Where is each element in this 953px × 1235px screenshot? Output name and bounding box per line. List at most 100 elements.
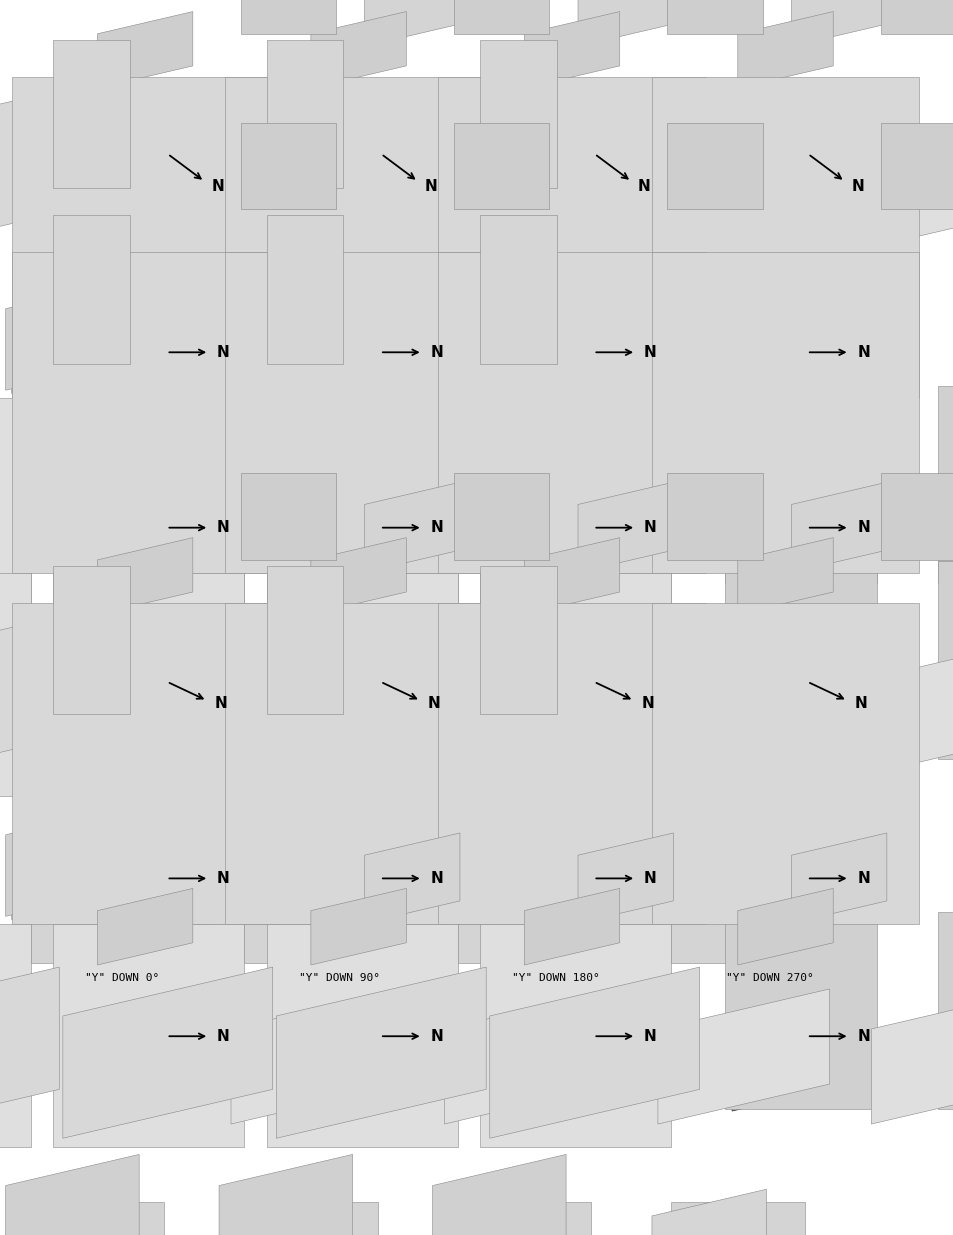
Polygon shape <box>737 888 832 965</box>
Polygon shape <box>412 829 421 940</box>
Polygon shape <box>727 195 842 232</box>
Polygon shape <box>870 638 953 773</box>
Text: "Z" DOWN 90°: "Z" DOWN 90° <box>298 622 379 632</box>
Polygon shape <box>438 1189 553 1235</box>
Bar <box>724 385 877 583</box>
Bar <box>225 77 492 398</box>
Polygon shape <box>731 1076 838 1112</box>
Text: STD 90°: STD 90° <box>298 96 346 106</box>
Text: "Y" DOWN 90°: "Y" DOWN 90° <box>298 973 379 983</box>
Text: N: N <box>424 179 436 194</box>
Bar <box>457 676 591 787</box>
Text: "X" UP 0°: "X" UP 0° <box>85 272 146 282</box>
Polygon shape <box>198 478 208 589</box>
Polygon shape <box>731 829 847 835</box>
Text: "Y" DOWN 180°: "Y" DOWN 180° <box>512 973 599 983</box>
Text: N: N <box>430 1029 442 1044</box>
Bar <box>479 215 556 363</box>
Bar <box>0 398 30 620</box>
Bar <box>479 573 670 795</box>
Polygon shape <box>838 829 847 940</box>
Text: "Y" UP 90°: "Y" UP 90° <box>298 447 366 457</box>
Text: "X" DOWN 90°: "X" DOWN 90° <box>298 798 379 808</box>
Polygon shape <box>731 309 838 414</box>
Bar <box>225 603 492 924</box>
Polygon shape <box>364 482 459 572</box>
Polygon shape <box>791 482 886 572</box>
Text: N: N <box>211 179 224 194</box>
Polygon shape <box>91 835 198 940</box>
Bar <box>670 676 803 787</box>
Text: "X" UP 180°: "X" UP 180° <box>512 272 586 282</box>
Polygon shape <box>737 537 832 614</box>
Polygon shape <box>625 303 635 414</box>
Text: "X" UP 270°: "X" UP 270° <box>725 272 800 282</box>
Text: N: N <box>430 520 442 535</box>
Polygon shape <box>11 839 126 920</box>
Polygon shape <box>444 989 616 1124</box>
Polygon shape <box>97 11 193 88</box>
Polygon shape <box>518 303 635 309</box>
Polygon shape <box>219 804 353 916</box>
Polygon shape <box>91 484 198 589</box>
Bar <box>667 473 762 559</box>
Bar <box>267 566 343 714</box>
Text: N: N <box>643 871 656 885</box>
Polygon shape <box>524 888 619 965</box>
Text: N: N <box>643 345 656 359</box>
Polygon shape <box>91 1076 198 1112</box>
Polygon shape <box>364 832 459 923</box>
Polygon shape <box>305 835 412 940</box>
Bar <box>267 215 343 363</box>
Text: N: N <box>857 871 869 885</box>
Bar <box>267 40 343 188</box>
Text: N: N <box>216 345 230 359</box>
Bar <box>225 252 492 573</box>
Bar <box>53 573 244 795</box>
Polygon shape <box>432 804 565 916</box>
Polygon shape <box>578 0 673 46</box>
Polygon shape <box>514 676 629 748</box>
Polygon shape <box>791 832 886 923</box>
Text: N: N <box>643 520 656 535</box>
Polygon shape <box>514 721 629 758</box>
Text: N: N <box>216 520 230 535</box>
Bar <box>724 911 877 1109</box>
Text: N: N <box>216 871 230 885</box>
Polygon shape <box>63 90 273 262</box>
Polygon shape <box>88 676 203 748</box>
Polygon shape <box>524 11 619 88</box>
Polygon shape <box>88 149 203 222</box>
Polygon shape <box>225 1189 339 1235</box>
Bar <box>457 851 591 962</box>
Polygon shape <box>198 829 208 940</box>
Bar <box>724 561 877 758</box>
Text: N: N <box>857 345 869 359</box>
Polygon shape <box>625 829 635 940</box>
Polygon shape <box>305 309 412 414</box>
Polygon shape <box>870 989 953 1124</box>
Polygon shape <box>91 303 208 309</box>
Text: "X" DOWN 270°: "X" DOWN 270° <box>725 798 813 808</box>
Text: N: N <box>643 1029 656 1044</box>
Text: N: N <box>430 345 442 359</box>
Text: N: N <box>638 179 650 194</box>
Text: N: N <box>854 697 866 711</box>
Bar <box>454 122 549 209</box>
Bar <box>667 0 762 33</box>
Text: "Z" DOWN 180°: "Z" DOWN 180° <box>512 622 599 632</box>
Bar <box>53 40 130 188</box>
Polygon shape <box>444 112 616 247</box>
Bar <box>244 1202 377 1235</box>
Polygon shape <box>727 149 842 222</box>
Polygon shape <box>225 839 339 920</box>
Polygon shape <box>63 967 273 1139</box>
Polygon shape <box>219 1155 353 1235</box>
Bar <box>511 385 663 583</box>
Bar <box>937 911 953 1109</box>
Polygon shape <box>838 303 847 414</box>
Bar <box>511 911 663 1109</box>
Text: STD 180°: STD 180° <box>512 96 566 106</box>
Bar <box>53 566 130 714</box>
Bar <box>438 252 705 573</box>
